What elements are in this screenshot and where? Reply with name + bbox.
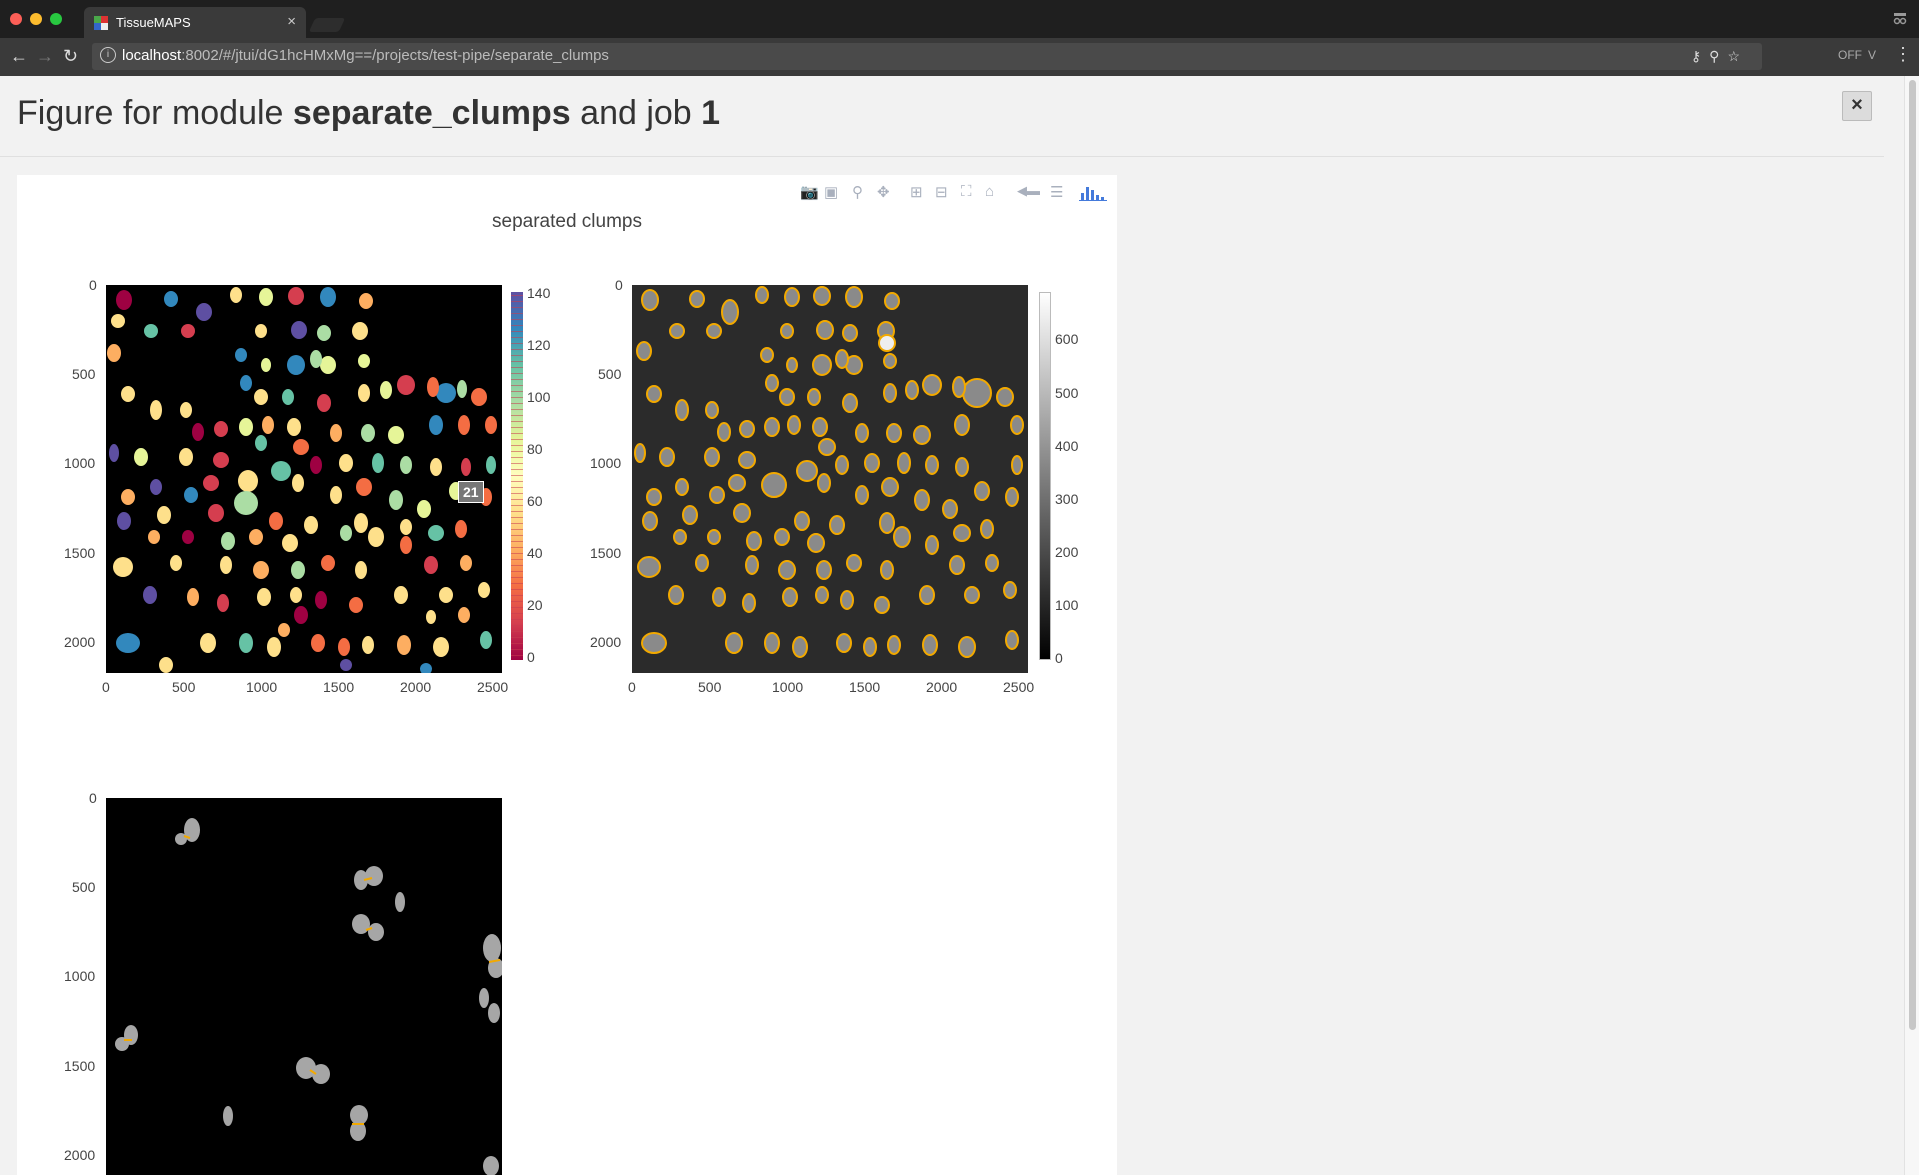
x-tick: 0 <box>628 679 636 695</box>
browser-tabstrip: TissueMAPS × <box>0 0 1919 38</box>
figure-modal: Figure for module separate_clumps and jo… <box>0 76 1904 1175</box>
url-path: :8002/#/jtui/dG1hcHMxMg==/projects/test-… <box>181 47 609 64</box>
back-arrow-icon[interactable]: ← <box>10 46 28 66</box>
colorbar-tick: 80 <box>527 441 543 457</box>
address-bar-row: ← → ↻ i localhost:8002/#/jtui/dG1hcHMxMg… <box>0 38 1919 77</box>
tissuemaps-favicon-icon <box>94 16 108 30</box>
y-tick: 2000 <box>64 1147 96 1163</box>
close-window-button[interactable] <box>10 13 22 25</box>
x-tick: 500 <box>172 679 196 695</box>
colorbar-tick: 600 <box>1055 331 1079 347</box>
plot-figure: 📷 ▣ ⚲ ✥ ⊞ ⊟ ⛶ ⌂ ◀▬ ☰ separated clumps 21… <box>17 175 1117 1175</box>
intensity-image-panel[interactable] <box>632 285 1028 673</box>
tab-title: TissueMAPS <box>116 15 191 30</box>
job-number: 1 <box>701 94 721 132</box>
new-tab-button[interactable] <box>308 18 346 32</box>
incognito-icon <box>1893 13 1907 25</box>
site-info-icon[interactable]: i <box>100 47 116 63</box>
colorbar-tick: 100 <box>1055 597 1079 613</box>
y-tick: 0 <box>89 790 97 806</box>
colorbar-tick: 140 <box>527 285 551 301</box>
colorbar-tick: 20 <box>527 597 543 613</box>
zoom-out-icon[interactable]: ⊟ <box>935 184 948 201</box>
plotly-logo-icon[interactable] <box>1079 183 1107 201</box>
label-image <box>107 287 497 673</box>
x-tick: 1500 <box>849 679 881 695</box>
reload-icon[interactable]: ↻ <box>63 46 79 66</box>
x-tick: 2500 <box>1003 679 1035 695</box>
clumps-image <box>115 818 502 1175</box>
zoom-icon[interactable]: ⚲ <box>852 184 863 201</box>
key-icon[interactable]: ⚷ <box>1690 48 1710 64</box>
colorbar-tick: 40 <box>527 545 543 561</box>
autoscale-icon[interactable]: ⛶ <box>961 183 972 200</box>
colorbar-tick: 120 <box>527 337 551 353</box>
colorbar-tick: 500 <box>1055 385 1079 401</box>
url-input[interactable]: i localhost:8002/#/jtui/dG1hcHMxMg==/pro… <box>92 43 1762 70</box>
extension-off-icon[interactable]: OFF <box>1838 48 1862 62</box>
colorbar-tick: 60 <box>527 493 543 509</box>
extension-v-icon[interactable]: V <box>1868 48 1877 62</box>
y-tick: 1000 <box>64 968 96 984</box>
zoom-icon[interactable]: ⚲ <box>1709 48 1728 64</box>
colorbar-tick: 200 <box>1055 544 1079 560</box>
label-image-panel[interactable] <box>106 285 502 673</box>
reset-axes-icon[interactable]: ⌂ <box>985 183 995 200</box>
x-tick: 500 <box>698 679 722 695</box>
y-tick: 1500 <box>64 545 96 561</box>
page-title: Figure for module separate_clumps and jo… <box>17 94 721 132</box>
forward-arrow-icon[interactable]: → <box>36 46 54 66</box>
y-tick: 2000 <box>590 634 622 650</box>
x-tick: 2000 <box>400 679 432 695</box>
y-tick: 1500 <box>64 1058 96 1074</box>
module-name: separate_clumps <box>292 94 571 132</box>
y-tick: 500 <box>72 879 96 895</box>
colorbar-tick: 0 <box>1055 650 1063 666</box>
colorbar-tick: 100 <box>527 389 551 405</box>
colorbar-tick: 400 <box>1055 438 1079 454</box>
x-tick: 2000 <box>926 679 958 695</box>
bookmark-star-icon[interactable]: ☆ <box>1727 48 1748 64</box>
zoom-in-icon[interactable]: ⊞ <box>910 184 923 201</box>
x-tick: 1000 <box>246 679 278 695</box>
spectral-colorbar <box>511 292 523 660</box>
y-tick: 0 <box>615 277 623 293</box>
page-scrollbar[interactable] <box>1904 76 1919 1175</box>
modal-header: Figure for module separate_clumps and jo… <box>0 76 1884 157</box>
y-tick: 1000 <box>64 455 96 471</box>
colorbar-tick: 300 <box>1055 491 1079 507</box>
close-button[interactable]: × <box>1842 91 1872 121</box>
browser-tab[interactable]: TissueMAPS × <box>84 7 306 38</box>
scrollbar-thumb[interactable] <box>1909 80 1916 1030</box>
y-tick: 500 <box>72 366 96 382</box>
y-tick: 2000 <box>64 634 96 650</box>
x-tick: 1000 <box>772 679 804 695</box>
plot-title: separated clumps <box>492 211 642 232</box>
outlined-intensity-image <box>634 286 1024 658</box>
clumps-image-panel[interactable] <box>106 798 502 1175</box>
hover-compare-icon[interactable]: ☰ <box>1050 184 1064 201</box>
menu-icon[interactable]: ⋮ <box>1894 44 1912 64</box>
hover-tooltip: 21 <box>458 481 484 503</box>
y-tick: 0 <box>89 277 97 293</box>
y-tick: 1000 <box>590 455 622 471</box>
minimize-window-button[interactable] <box>30 13 42 25</box>
hover-closest-icon[interactable]: ◀▬ <box>1017 183 1040 198</box>
url-host: localhost <box>122 47 182 64</box>
pan-icon[interactable]: ✥ <box>877 184 890 201</box>
save-icon[interactable]: ▣ <box>824 184 839 201</box>
tab-close-icon[interactable]: × <box>287 13 296 30</box>
y-tick: 1500 <box>590 545 622 561</box>
camera-icon[interactable]: 📷 <box>800 184 819 201</box>
colorbar-tick: 0 <box>527 649 535 665</box>
maximize-window-button[interactable] <box>50 13 62 25</box>
grayscale-colorbar <box>1039 292 1051 660</box>
x-tick: 0 <box>102 679 110 695</box>
y-tick: 500 <box>598 366 622 382</box>
x-tick: 1500 <box>323 679 355 695</box>
x-tick: 2500 <box>477 679 509 695</box>
